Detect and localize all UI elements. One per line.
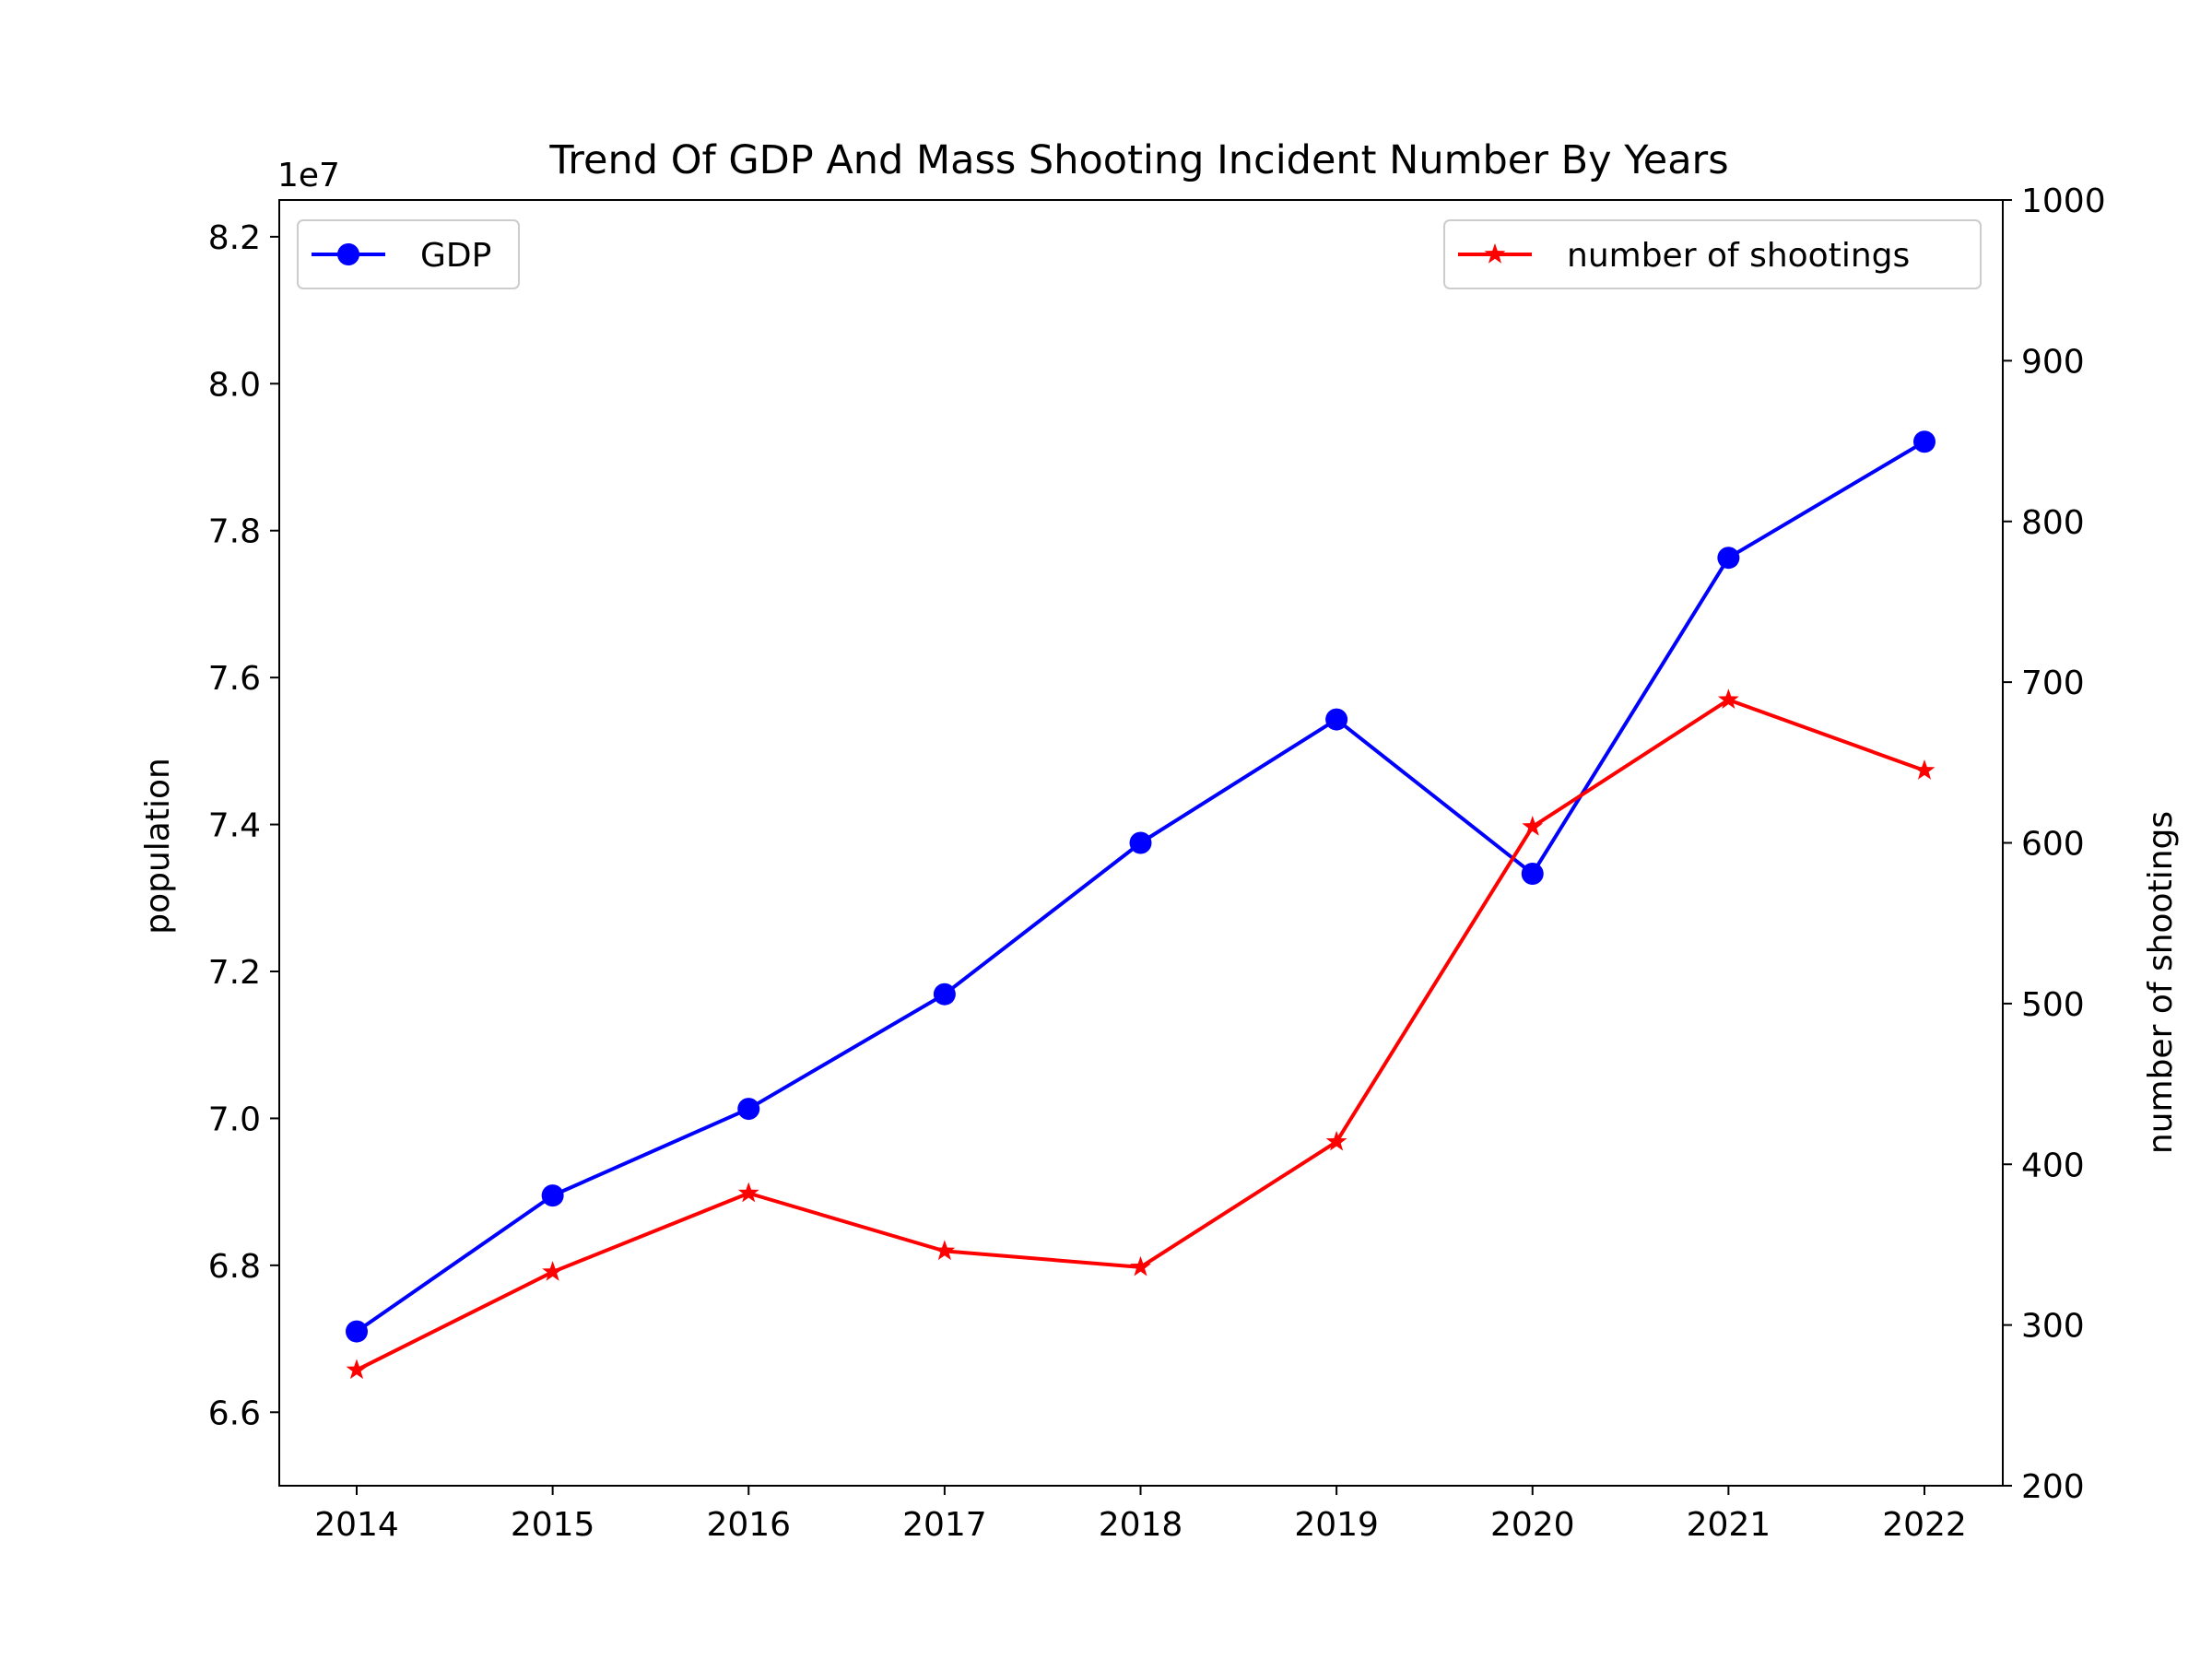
data-point-shootings-2018: [1130, 1255, 1151, 1277]
right-y-tick-label: 900: [2021, 343, 2085, 381]
x-tick-label: 2014: [314, 1506, 399, 1544]
data-point-shootings-2017: [934, 1240, 956, 1261]
data-point-shootings-2019: [1325, 1130, 1347, 1151]
plot-area: [346, 430, 1936, 1380]
data-point-gdp-2018: [1129, 831, 1152, 854]
left-y-tick-label: 6.6: [208, 1394, 261, 1432]
x-tick-label: 2017: [902, 1506, 987, 1544]
right-y-tick-label: 300: [2021, 1308, 2085, 1346]
right-y-tick-label: 1000: [2021, 182, 2106, 220]
legend-gdp: GDP: [297, 219, 520, 289]
right-y-tick-label: 600: [2021, 826, 2085, 864]
left-axis-offset-text: 1e7: [277, 157, 340, 194]
data-point-gdp-2017: [933, 982, 956, 1006]
right-y-tick-label: 500: [2021, 986, 2085, 1024]
left-axis-title: population: [139, 758, 177, 935]
legend-shootings: number of shootings: [1443, 219, 1982, 289]
right-axis-title: number of shootings: [2142, 811, 2180, 1154]
left-y-tick-label: 7.4: [208, 807, 261, 845]
data-point-gdp-2020: [1521, 862, 1544, 885]
data-point-gdp-2014: [346, 1320, 368, 1343]
left-y-tick-label: 8.0: [208, 366, 261, 404]
x-tick-label: 2016: [706, 1506, 791, 1544]
right-y-tick-label: 400: [2021, 1147, 2085, 1184]
right-y-tick-label: 200: [2021, 1468, 2085, 1506]
data-point-shootings-2022: [1913, 759, 1936, 780]
legend-gdp-label: GDP: [420, 237, 491, 275]
chart-title: Trend Of GDP And Mass Shooting Incident …: [548, 137, 1728, 183]
legend-shootings-frame: [1443, 219, 1982, 289]
legend-shootings-label: number of shootings: [1567, 237, 1910, 275]
data-point-shootings-2016: [737, 1182, 759, 1203]
left-y-tick-label: 6.8: [208, 1248, 261, 1286]
data-point-shootings-2015: [542, 1261, 564, 1281]
left-y-tick-label: 7.6: [208, 660, 261, 698]
left-y-tick-label: 7.2: [208, 954, 261, 992]
x-tick-label: 2020: [1490, 1506, 1575, 1544]
legend-gdp-marker: [337, 243, 359, 265]
data-point-gdp-2022: [1913, 430, 1936, 453]
axes: 2014 2015 2016 2017 2018 2019 2020 2021 2022 6.6 6…: [208, 182, 2106, 1544]
left-y-tick-label: 7.0: [208, 1100, 261, 1138]
x-tick-label: 2022: [1882, 1506, 1967, 1544]
data-point-gdp-2021: [1717, 547, 1740, 570]
right-y-tick-label: 800: [2021, 504, 2085, 542]
legend-gdp-frame: [297, 219, 520, 289]
right-y-tick-label: 700: [2021, 665, 2085, 702]
x-tick-label: 2019: [1294, 1506, 1379, 1544]
data-point-gdp-2016: [737, 1098, 760, 1121]
data-point-shootings-2020: [1522, 816, 1544, 836]
left-y-tick-label: 7.8: [208, 513, 261, 551]
data-point-gdp-2019: [1325, 708, 1348, 731]
left-y-tick-label: 8.2: [208, 219, 261, 257]
data-point-shootings-2014: [346, 1359, 368, 1380]
x-tick-label: 2015: [511, 1506, 595, 1544]
x-tick-label: 2021: [1687, 1506, 1771, 1544]
data-point-gdp-2015: [541, 1184, 564, 1207]
legend-shootings-marker: [1484, 243, 1506, 264]
data-point-shootings-2021: [1717, 688, 1739, 710]
x-tick-label: 2018: [1099, 1506, 1183, 1544]
